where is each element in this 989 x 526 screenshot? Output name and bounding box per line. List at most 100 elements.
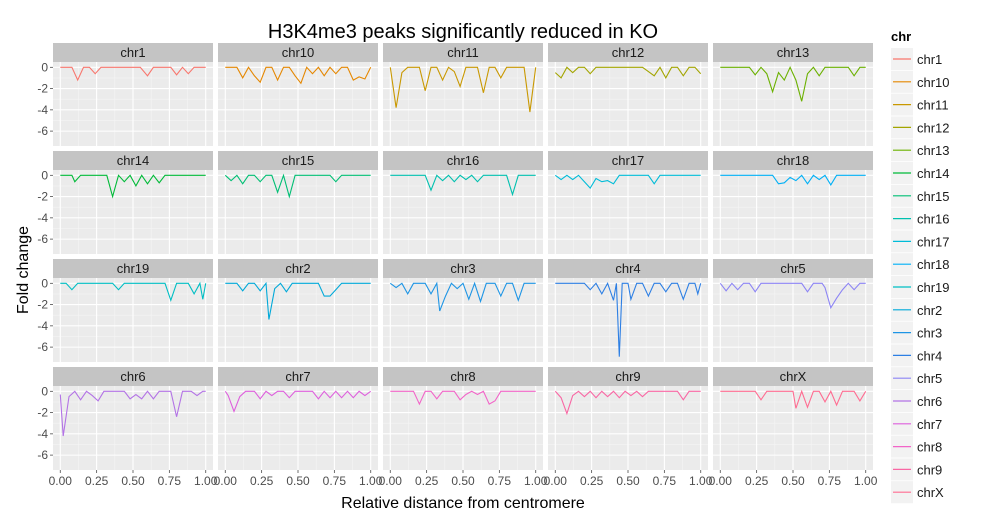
legend-item: chr8: [891, 435, 942, 458]
legend-label: chr18: [917, 257, 950, 272]
legend-item: chr9: [891, 458, 942, 481]
facet-panel: [53, 170, 213, 254]
series-line-chr4: [555, 281, 702, 357]
legend-label: chr15: [917, 189, 950, 204]
series-line-chr10: [225, 66, 372, 85]
legend-label: chr14: [917, 166, 950, 181]
x-tick-label: 0.25: [85, 474, 109, 488]
facet-label: chr1: [120, 45, 145, 60]
legend-label: chr3: [917, 326, 942, 341]
facet-strip: [548, 367, 708, 386]
facet-label: chrX: [780, 369, 807, 384]
x-tick-label: 0.00: [49, 474, 73, 488]
facet-label: chr14: [117, 153, 150, 168]
legend-item: chr14: [891, 162, 950, 184]
y-tick-label: 0: [41, 276, 48, 290]
facet-label: chr9: [615, 369, 640, 384]
series-line-chr13: [720, 65, 866, 102]
legend-item: chr13: [891, 139, 950, 162]
x-tick-label: 0.50: [121, 474, 145, 488]
facet-panel: [713, 170, 873, 254]
series-line-chr8: [390, 390, 536, 406]
facet-panel: [713, 278, 873, 362]
facet-strip: [53, 151, 213, 170]
facet-label: chr5: [780, 261, 805, 276]
facet-label: chr17: [612, 153, 645, 168]
legend-item: chrX: [891, 481, 944, 504]
series-line-chr17: [554, 174, 701, 190]
x-tick-label: 0.75: [323, 474, 347, 488]
legend-label: chr8: [917, 440, 942, 455]
facet-label: chr11: [447, 45, 479, 60]
y-tick-label: 0: [41, 60, 48, 74]
facet-strip: [218, 259, 378, 278]
legend-item: chr1: [891, 48, 942, 70]
x-tick-label: 1.00: [689, 474, 713, 488]
x-tick-label: 1.00: [359, 474, 383, 488]
legend-item: chr10: [891, 70, 950, 93]
facet-strip: [713, 151, 873, 170]
series-line-chr6: [59, 390, 206, 437]
facet-panel: [383, 386, 543, 470]
legend-label: chr16: [917, 212, 950, 227]
facet-panel: [53, 62, 213, 146]
series-line-chr12: [554, 66, 702, 80]
series-line-chr3: [389, 281, 536, 312]
series-line-chr19: [60, 281, 207, 303]
legend-item: chr3: [891, 321, 942, 344]
y-tick-label: -4: [37, 427, 48, 441]
series-line-chr5: [719, 282, 866, 310]
x-tick-label: 0.75: [818, 474, 842, 488]
facet-strip: [713, 43, 873, 62]
x-tick-label: 0.25: [580, 474, 604, 488]
legend-item: chr12: [891, 116, 950, 139]
facet-strip: [713, 259, 873, 278]
legend-item: chr6: [891, 390, 942, 412]
y-tick-label: -2: [37, 190, 48, 204]
y-tick-label: -4: [37, 319, 48, 333]
series-line-chr14: [60, 174, 206, 199]
facet-label: chr18: [777, 153, 810, 168]
x-tick-label: 0.00: [709, 474, 733, 488]
legend-item: chr15: [891, 184, 950, 207]
x-tick-label: 0.75: [158, 474, 182, 488]
x-tick-label: 1.00: [524, 474, 548, 488]
legend-label: chr2: [917, 303, 942, 318]
x-tick-label: 0.75: [653, 474, 677, 488]
legend-label: chr9: [917, 462, 942, 477]
facet-label: chr3: [450, 261, 475, 276]
x-tick-label: 0.25: [415, 474, 439, 488]
facet-strip: [713, 367, 873, 386]
legend-label: chr10: [917, 75, 950, 90]
legend: chr chr1chr10chr11chr12chr13chr14chr15ch…: [884, 24, 984, 516]
facet-label: chr8: [450, 369, 475, 384]
facet-panel: [383, 62, 543, 146]
facet-label: chr4: [615, 261, 640, 276]
y-tick-label: -6: [37, 124, 48, 138]
series-line-chr9: [554, 390, 701, 416]
facet-strip: [548, 43, 708, 62]
x-tick-label: 0.00: [544, 474, 568, 488]
y-tick-label: -2: [37, 82, 48, 96]
legend-label: chr6: [917, 394, 942, 409]
series-line-chr16: [390, 174, 536, 197]
x-tick-label: 0.50: [451, 474, 475, 488]
facet-strip: [53, 367, 213, 386]
facet-label: chr12: [612, 45, 645, 60]
legend-label: chr19: [917, 280, 950, 295]
facet-strip: [218, 151, 378, 170]
facet-strip: [218, 43, 378, 62]
facet-panel: [218, 278, 378, 362]
facet-strip: [53, 43, 213, 62]
facet-panel: [53, 278, 213, 362]
y-tick-label: -6: [37, 340, 48, 354]
y-tick-label: -4: [37, 103, 48, 117]
facet-panel: [383, 278, 543, 362]
facet-strip: [53, 259, 213, 278]
series-line-chr7: [224, 390, 372, 414]
facet-panel: [548, 386, 708, 470]
series-line-chr2: [225, 281, 371, 320]
legend-label: chr1: [917, 52, 942, 67]
facet-label: chr15: [282, 153, 315, 168]
